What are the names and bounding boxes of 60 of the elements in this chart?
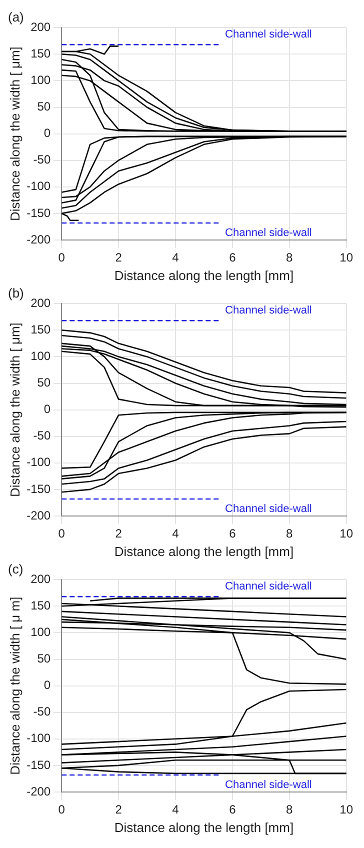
x-tick-label: 2 bbox=[115, 526, 122, 541]
x-tick-label: 10 bbox=[340, 802, 354, 817]
y-tick-label: 200 bbox=[30, 20, 51, 34]
y-axis-title: Distance along the width [ μm] bbox=[7, 322, 22, 498]
annotation: Channel side-wall bbox=[225, 28, 312, 41]
y-tick-label: 200 bbox=[30, 572, 51, 586]
chart-title: (c) bbox=[8, 561, 24, 576]
y-tick-label: 200 bbox=[30, 296, 51, 310]
y-tick-label: 0 bbox=[44, 402, 51, 416]
y-tick-label: -200 bbox=[26, 232, 51, 246]
x-tick-label: 8 bbox=[286, 250, 294, 265]
y-tick-label: 100 bbox=[30, 349, 51, 364]
y-tick-label: 50 bbox=[37, 376, 51, 390]
y-tick-label: 100 bbox=[30, 625, 51, 640]
chart-title: (a) bbox=[8, 9, 24, 24]
x-tick-label: 4 bbox=[172, 526, 180, 541]
y-axis-title: Distance along the width [ μm] bbox=[7, 46, 22, 222]
x-tick-label: 6 bbox=[229, 526, 236, 541]
y-tick-label: 150 bbox=[30, 46, 51, 60]
x-tick-label: 2 bbox=[115, 802, 122, 817]
y-tick-label: 0 bbox=[44, 678, 51, 692]
x-tick-label: 4 bbox=[172, 250, 180, 265]
annotation: Channel side-wall bbox=[225, 503, 312, 516]
y-tick-label: -200 bbox=[26, 784, 51, 798]
x-tick-label: 8 bbox=[286, 526, 294, 541]
y-tick-label: -100 bbox=[26, 455, 51, 470]
x-tick-label: 0 bbox=[58, 250, 66, 265]
annotation: Channel side-wall bbox=[225, 580, 312, 593]
annotation: Channel side-wall bbox=[225, 779, 312, 792]
x-tick-label: 6 bbox=[229, 250, 236, 265]
annotation: Channel side-wall bbox=[225, 227, 312, 240]
x-tick-label: 0 bbox=[58, 526, 66, 541]
y-tick-label: -150 bbox=[26, 758, 51, 772]
y-tick-label: 150 bbox=[30, 598, 51, 612]
y-tick-label: 50 bbox=[37, 652, 51, 666]
x-axis-title: Distance along the length [mm] bbox=[114, 544, 294, 559]
y-tick-label: -100 bbox=[26, 731, 51, 746]
x-tick-label: 8 bbox=[286, 802, 294, 817]
y-tick-label: -100 bbox=[26, 179, 51, 194]
y-tick-label: -150 bbox=[26, 206, 51, 220]
x-tick-label: 0 bbox=[58, 802, 66, 817]
y-axis-title: Distance along the width [ μ m] bbox=[7, 596, 22, 775]
y-tick-label: 50 bbox=[37, 100, 51, 114]
y-tick-label: -50 bbox=[33, 152, 51, 167]
y-tick-label: 0 bbox=[44, 126, 51, 140]
x-tick-label: 6 bbox=[229, 802, 236, 817]
y-tick-label: 100 bbox=[30, 73, 51, 88]
y-tick-label: -200 bbox=[26, 508, 51, 522]
y-tick-label: 150 bbox=[30, 322, 51, 336]
x-tick-label: 2 bbox=[115, 250, 122, 265]
y-tick-label: -150 bbox=[26, 482, 51, 496]
y-tick-label: -50 bbox=[33, 704, 51, 719]
chart-title: (b) bbox=[8, 285, 24, 300]
x-axis-title: Distance along the length [mm] bbox=[114, 820, 294, 835]
annotation: Channel side-wall bbox=[225, 304, 312, 317]
x-axis-title: Distance along the length [mm] bbox=[114, 268, 294, 283]
x-tick-label: 10 bbox=[340, 250, 354, 265]
x-tick-label: 10 bbox=[340, 526, 354, 541]
y-tick-label: -50 bbox=[33, 428, 51, 443]
x-tick-label: 4 bbox=[172, 802, 180, 817]
